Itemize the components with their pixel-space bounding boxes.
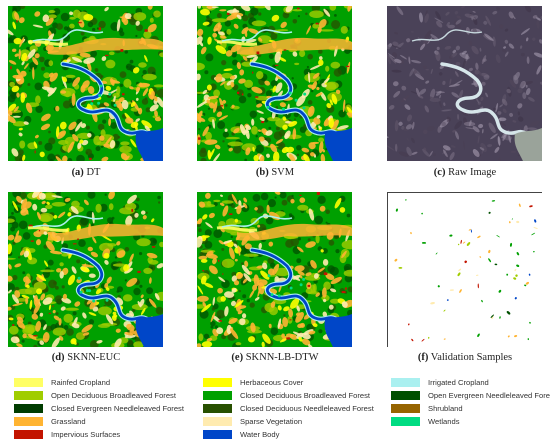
- panel-sknn-lb-dtw-map: [197, 192, 352, 347]
- validation-samples-map: [388, 193, 543, 348]
- legend-item: Wetlands: [391, 415, 460, 427]
- panel-dt-map: [8, 6, 163, 161]
- legend-swatch: [203, 390, 232, 400]
- caption-b: (b) SVM: [255, 167, 295, 178]
- legend-item: Rainfed Cropland: [14, 376, 110, 388]
- sknn-lb-dtw-classification-map: [197, 192, 352, 347]
- legend-item: Open Evergreen Needleleaved Forest: [391, 389, 550, 401]
- legend-item: Open Deciduous Broadleaved Forest: [14, 389, 176, 401]
- legend-swatch: [14, 390, 43, 400]
- caption-c: (c) Raw Image: [433, 167, 497, 178]
- caption-d: (d) SKNN-EUC: [51, 352, 121, 363]
- legend-swatch: [14, 377, 43, 387]
- legend-item: Irrigated Cropland: [391, 376, 489, 388]
- legend-item: Herbaceous Cover: [203, 376, 303, 388]
- legend-item: Grassland: [14, 415, 86, 427]
- legend-swatch: [14, 429, 43, 439]
- svm-classification-map: [197, 6, 352, 161]
- caption-a: (a) DT: [71, 167, 101, 178]
- legend-item: Closed Deciduous Needleleaved Forest: [203, 402, 374, 414]
- legend-item: Impervious Surfaces: [14, 428, 120, 440]
- legend-item: Closed Deciduous Broadleaved Forest: [203, 389, 370, 401]
- legend-swatch: [203, 416, 232, 426]
- legend-item: Shrubland: [391, 402, 463, 414]
- legend-swatch: [14, 403, 43, 413]
- legend-item: Sparse Vegetation: [203, 415, 302, 427]
- caption-e: (e) SKNN-LB-DTW: [231, 352, 319, 363]
- panel-sknn-euc-map: [8, 192, 163, 347]
- land-cover-legend: Rainfed Cropland Herbaceous Cover Irriga…: [14, 376, 550, 440]
- legend-swatch: [391, 377, 420, 387]
- panel-validation-samples: [387, 192, 543, 348]
- dt-classification-map: [8, 6, 163, 161]
- panel-raw-image: [387, 6, 542, 161]
- legend-swatch: [203, 377, 232, 387]
- legend-swatch: [203, 429, 232, 439]
- legend-item: Water Body: [203, 428, 279, 440]
- caption-f: (f) Validation Samples: [417, 352, 513, 363]
- legend-swatch: [14, 416, 43, 426]
- legend-swatch: [203, 403, 232, 413]
- sknn-euc-classification-map: [8, 192, 163, 347]
- legend-swatch: [391, 416, 420, 426]
- raw-satellite-image: [387, 6, 542, 161]
- legend-swatch: [391, 390, 420, 400]
- legend-swatch: [391, 403, 420, 413]
- legend-item: Closed Evergreen Needleleaved Forest: [14, 402, 184, 414]
- panel-svm-map: [197, 6, 352, 161]
